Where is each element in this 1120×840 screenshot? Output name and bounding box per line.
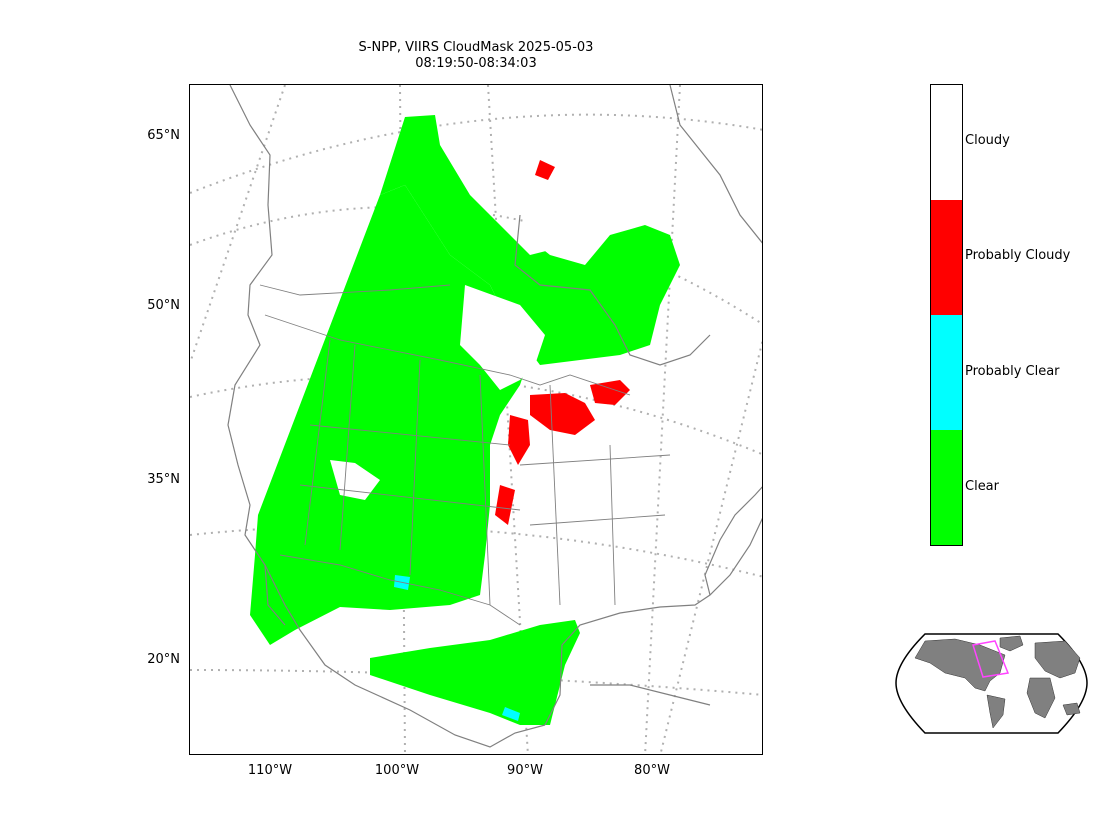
inset-land-africa: [1026, 677, 1056, 719]
lon-label-100w: 100°W: [374, 763, 420, 778]
swath-clear-main: [250, 185, 525, 645]
colorbar-label-probably-clear: Probably Clear: [965, 364, 1060, 379]
cloudmask-swath: [250, 115, 680, 725]
lon-label-90w: 90°W: [507, 763, 543, 778]
inset-land: [914, 635, 1081, 729]
coastline-cuba: [590, 684, 711, 706]
colorbar: [930, 84, 963, 546]
colorbar-swatch-cloudy: [931, 85, 962, 200]
border-state-4: [479, 374, 491, 606]
border-state-2: [339, 344, 356, 551]
gridline-lon-110: [190, 85, 286, 364]
border-state-7: [519, 454, 671, 466]
border-us-canada: [264, 314, 631, 396]
swath-cloudy-east: [460, 285, 545, 390]
gridline-lon-70: [659, 338, 762, 754]
colorbar-swatch-clear: [931, 430, 962, 545]
border-state-3: [409, 359, 421, 576]
border-state-10: [609, 444, 616, 606]
coastline-atlantic: [704, 486, 762, 596]
gridline-lon-80: [644, 85, 681, 754]
lon-label-80w: 80°W: [634, 763, 670, 778]
colorbar-swatch-probably-cloudy: [931, 200, 962, 315]
swath-clear-upper: [380, 115, 680, 365]
coastlines: [227, 85, 762, 748]
border-provinces: [259, 284, 451, 296]
world-locator-inset: [895, 633, 1088, 734]
cloudmask-map[interactable]: [189, 84, 763, 755]
lat-label-65: 65°N: [147, 128, 180, 143]
lat-label-20: 20°N: [147, 652, 180, 667]
swath-probably-cloudy-3: [590, 380, 630, 405]
inset-land-eurasia: [1034, 640, 1081, 679]
coastline-labrador: [669, 85, 762, 244]
border-state-9: [549, 384, 561, 606]
swath-probably-cloudy-2: [508, 415, 530, 465]
swath-probably-clear-2: [502, 707, 520, 721]
inset-land-south-america: [986, 694, 1006, 729]
inset-land-north-america: [914, 638, 1006, 692]
admin-borders: [259, 284, 671, 626]
map-canvas: [190, 85, 762, 754]
swath-cloudy-north: [520, 195, 610, 265]
lat-label-50: 50°N: [147, 298, 180, 313]
border-state-1: [304, 339, 331, 546]
border-state-5: [309, 424, 511, 446]
coastline-baja: [264, 564, 286, 626]
title-line-1: S-NPP, VIIRS CloudMask 2025-05-03: [358, 40, 594, 55]
coastline-pacific: [227, 85, 546, 748]
border-us-mexico: [279, 554, 521, 626]
swath-probably-cloudy-1: [530, 393, 595, 435]
gridline-lat-65: [190, 113, 762, 194]
lat-label-35: 35°N: [147, 472, 180, 487]
title-line-2: 08:19:50-08:34:03: [415, 56, 537, 71]
colorbar-label-probably-cloudy: Probably Cloudy: [965, 248, 1071, 263]
colorbar-label-clear: Clear: [965, 479, 999, 494]
coastline-gulf: [544, 517, 762, 726]
inset-land-australia: [1062, 702, 1081, 716]
colorbar-swatch-probably-clear: [931, 315, 962, 430]
border-state-6: [299, 484, 521, 511]
swath-probably-cloudy-5: [535, 160, 555, 180]
lon-label-110w: 110°W: [247, 763, 293, 778]
map-title: S-NPP, VIIRS CloudMask 2025-05-03 08:19:…: [276, 40, 676, 72]
coastline-hudson: [514, 214, 711, 366]
border-state-8: [529, 514, 666, 526]
swath-probably-cloudy-4: [495, 485, 515, 525]
inset-swath-outline: [972, 640, 1010, 678]
inset-land-greenland: [999, 635, 1024, 652]
colorbar-label-cloudy: Cloudy: [965, 133, 1010, 148]
swath-clear-gulf: [370, 620, 580, 725]
